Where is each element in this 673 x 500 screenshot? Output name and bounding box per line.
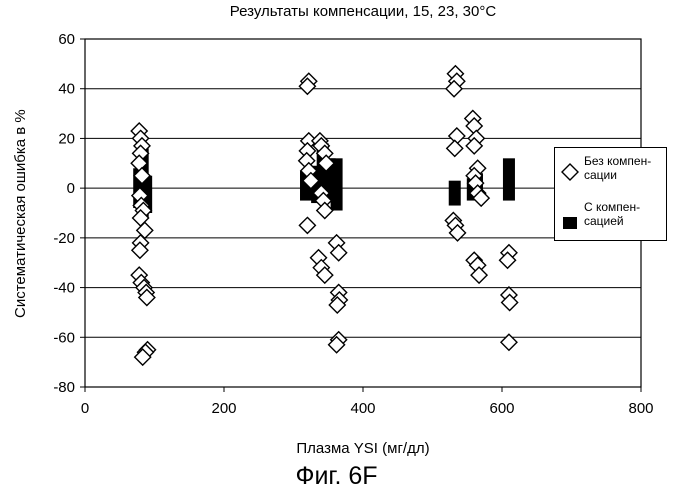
x-tick-label: 400 <box>350 400 375 417</box>
legend-label-line2: сацией <box>584 214 666 228</box>
x-axis-label: Плазма YSI (мг/дл) <box>85 440 641 457</box>
y-tick-label: 40 <box>58 81 75 98</box>
x-tick-label: 600 <box>489 400 514 417</box>
y-tick-label: -60 <box>53 329 75 346</box>
compensated-marker <box>449 181 461 206</box>
x-tick-label: 800 <box>628 400 653 417</box>
compensated-marker <box>331 158 343 210</box>
legend-square-icon <box>561 216 579 230</box>
y-tick-label: -80 <box>53 379 75 396</box>
y-tick-label: 0 <box>67 180 75 197</box>
figure-caption: Фиг. 6F <box>0 462 673 491</box>
legend-label-line2: сации <box>584 168 666 182</box>
x-tick-label: 0 <box>81 400 89 417</box>
y-tick-label: 20 <box>58 130 75 147</box>
legend-label-line1: С компен- <box>584 200 666 214</box>
legend-label-line1: Без компен- <box>584 154 666 168</box>
legend-label-compensated: С компен- сацией <box>584 200 666 228</box>
y-axis-label: Систематическая ошибка в % <box>12 110 29 319</box>
y-tick-label: 60 <box>58 31 75 48</box>
legend: Без компен- сации С компен- сацией <box>554 147 667 241</box>
y-tick-label: -40 <box>53 280 75 297</box>
compensated-marker <box>503 158 515 200</box>
legend-diamond-icon <box>561 163 579 181</box>
y-tick-label: -20 <box>53 230 75 247</box>
x-tick-label: 200 <box>211 400 236 417</box>
legend-label-uncompensated: Без компен- сации <box>584 154 666 182</box>
